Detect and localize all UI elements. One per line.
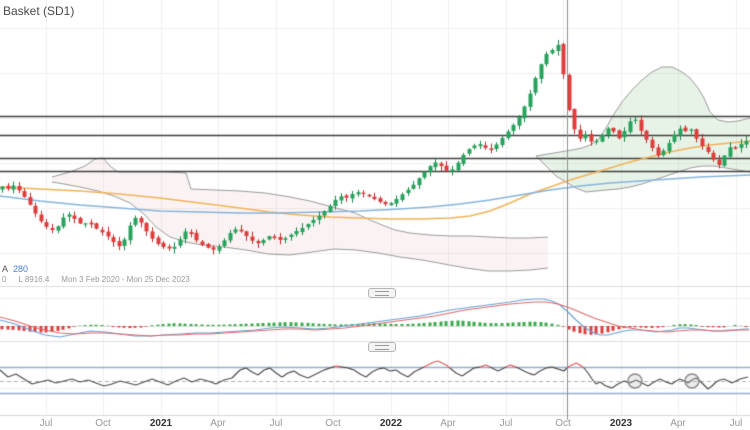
grip-icon [375,290,389,296]
panel-resize-handle[interactable] [368,288,396,298]
grip-icon [375,344,389,350]
panel-resize-handle[interactable] [368,342,396,352]
